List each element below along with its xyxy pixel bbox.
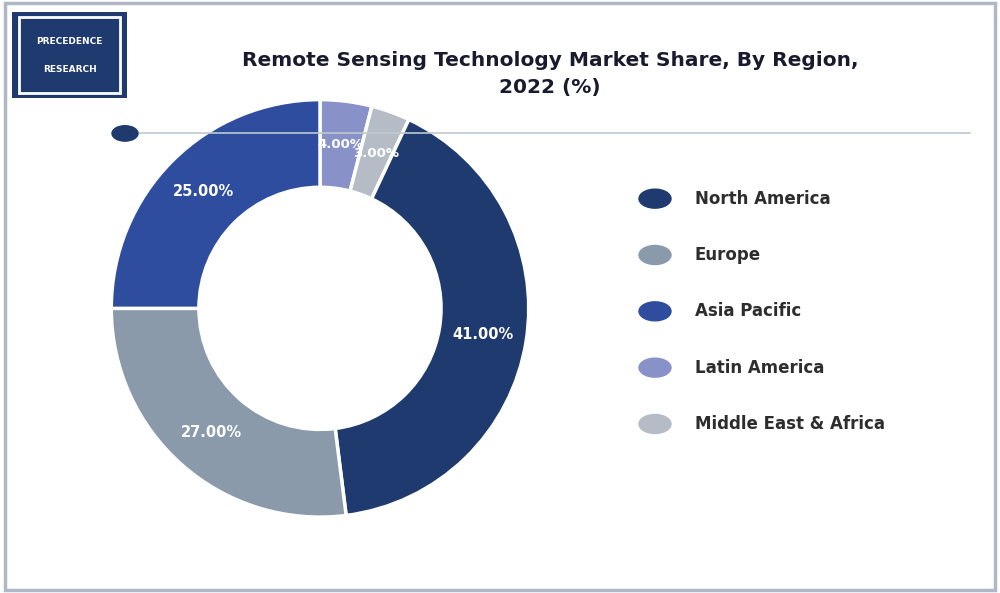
Text: Middle East & Africa: Middle East & Africa bbox=[695, 415, 885, 433]
Wedge shape bbox=[111, 100, 320, 308]
Text: Remote Sensing Technology Market Share, By Region,
2022 (%): Remote Sensing Technology Market Share, … bbox=[242, 52, 858, 97]
Text: Asia Pacific: Asia Pacific bbox=[695, 302, 801, 320]
Wedge shape bbox=[335, 120, 529, 515]
Wedge shape bbox=[320, 100, 372, 191]
Text: 27.00%: 27.00% bbox=[180, 425, 242, 439]
FancyBboxPatch shape bbox=[12, 12, 127, 98]
FancyBboxPatch shape bbox=[19, 17, 120, 93]
Wedge shape bbox=[111, 308, 346, 517]
Text: RESEARCH: RESEARCH bbox=[43, 65, 96, 74]
Text: Europe: Europe bbox=[695, 246, 761, 264]
Wedge shape bbox=[350, 106, 409, 199]
Text: 4.00%: 4.00% bbox=[318, 138, 364, 151]
Text: Latin America: Latin America bbox=[695, 359, 824, 377]
Text: 41.00%: 41.00% bbox=[452, 327, 513, 342]
Text: PRECEDENCE: PRECEDENCE bbox=[36, 37, 103, 46]
Text: North America: North America bbox=[695, 190, 831, 208]
Text: 3.00%: 3.00% bbox=[353, 146, 399, 160]
Circle shape bbox=[199, 187, 441, 429]
Text: 25.00%: 25.00% bbox=[173, 184, 234, 199]
